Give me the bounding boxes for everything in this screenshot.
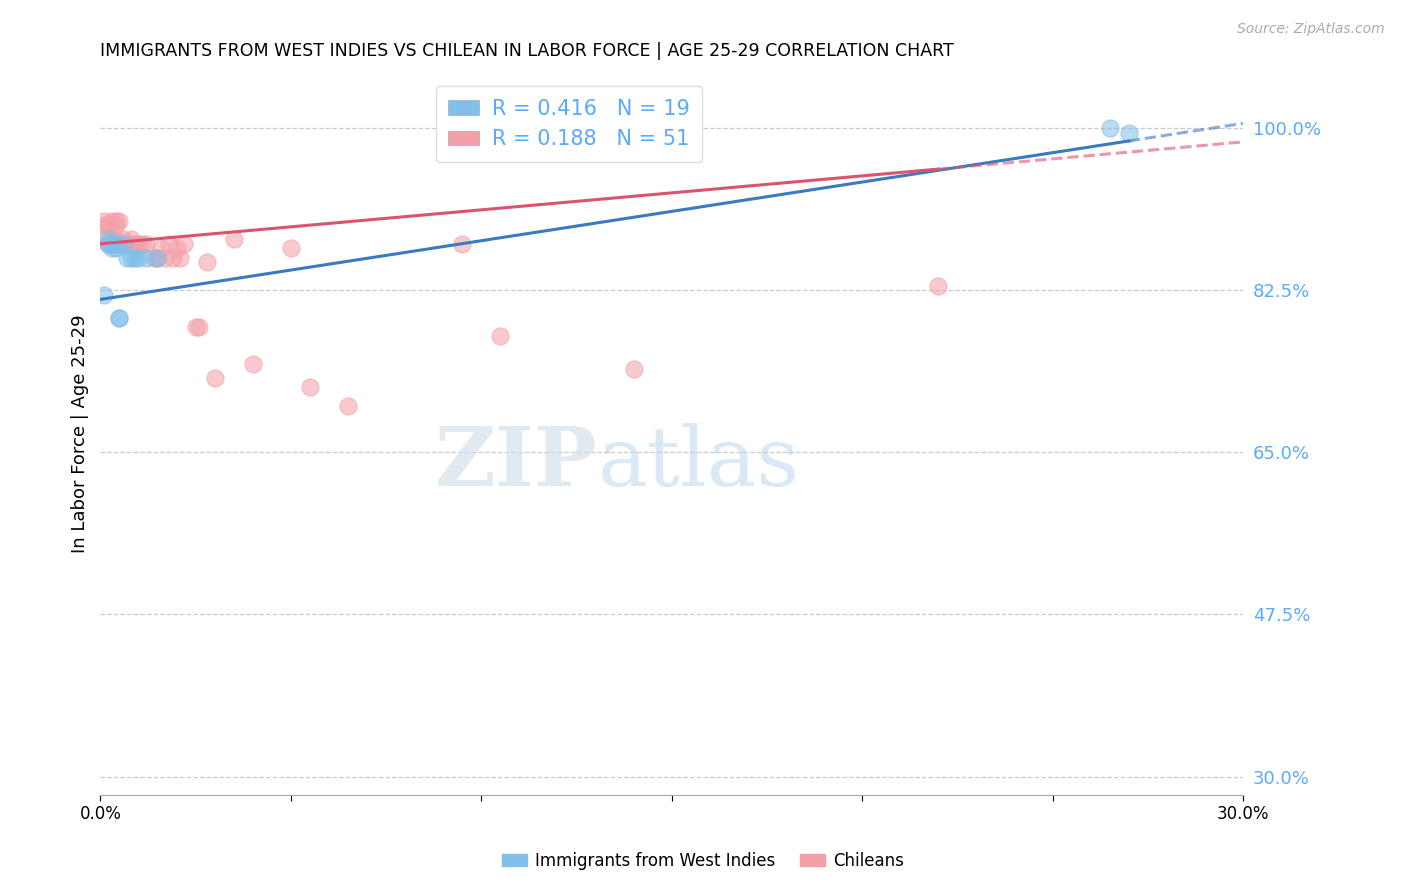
- Point: [1098, 121, 1121, 136]
- Point: [489, 329, 512, 343]
- Point: [135, 236, 157, 251]
- Point: [93, 219, 115, 233]
- Point: [1118, 126, 1140, 140]
- Text: atlas: atlas: [598, 423, 800, 503]
- Point: [101, 236, 124, 251]
- Point: [97, 219, 120, 233]
- Point: [93, 287, 115, 301]
- Point: [280, 242, 302, 256]
- Point: [101, 236, 124, 251]
- Point: [184, 320, 207, 334]
- Point: [451, 236, 474, 251]
- Point: [97, 236, 120, 251]
- Point: [101, 232, 124, 246]
- Legend: Immigrants from West Indies, Chileans: Immigrants from West Indies, Chileans: [495, 846, 911, 877]
- Point: [146, 251, 169, 265]
- Point: [146, 251, 169, 265]
- Point: [97, 236, 120, 251]
- Y-axis label: In Labor Force | Age 25-29: In Labor Force | Age 25-29: [72, 315, 89, 553]
- Point: [104, 219, 127, 233]
- Point: [115, 251, 138, 265]
- Point: [173, 236, 195, 251]
- Point: [120, 251, 142, 265]
- Legend: R = 0.416   N = 19, R = 0.188   N = 51: R = 0.416 N = 19, R = 0.188 N = 51: [436, 87, 702, 161]
- Point: [115, 236, 138, 251]
- Point: [169, 251, 191, 265]
- Point: [124, 236, 146, 251]
- Point: [108, 310, 131, 325]
- Point: [127, 236, 149, 251]
- Point: [112, 236, 135, 251]
- Point: [97, 219, 120, 233]
- Point: [120, 232, 142, 246]
- Point: [157, 236, 180, 251]
- Point: [120, 236, 142, 251]
- Point: [927, 278, 949, 293]
- Point: [104, 236, 127, 251]
- Text: IMMIGRANTS FROM WEST INDIES VS CHILEAN IN LABOR FORCE | AGE 25-29 CORRELATION CH: IMMIGRANTS FROM WEST INDIES VS CHILEAN I…: [100, 42, 955, 60]
- Point: [298, 380, 321, 394]
- Point: [188, 320, 211, 334]
- Point: [135, 251, 157, 265]
- Point: [623, 362, 645, 376]
- Point: [150, 242, 173, 256]
- Point: [115, 236, 138, 251]
- Point: [93, 232, 115, 246]
- Point: [104, 232, 127, 246]
- Point: [108, 236, 131, 251]
- Point: [101, 242, 124, 256]
- Point: [166, 242, 188, 256]
- Point: [108, 236, 131, 251]
- Point: [242, 357, 264, 371]
- Point: [142, 251, 165, 265]
- Point: [104, 236, 127, 251]
- Point: [97, 232, 120, 246]
- Point: [336, 399, 359, 413]
- Point: [222, 232, 245, 246]
- Point: [131, 236, 153, 251]
- Point: [124, 251, 146, 265]
- Point: [127, 251, 149, 265]
- Point: [108, 213, 131, 227]
- Point: [104, 242, 127, 256]
- Point: [93, 213, 115, 227]
- Point: [115, 236, 138, 251]
- Point: [104, 213, 127, 227]
- Text: ZIP: ZIP: [434, 423, 598, 503]
- Point: [162, 251, 184, 265]
- Point: [124, 242, 146, 256]
- Point: [204, 371, 226, 385]
- Point: [101, 236, 124, 251]
- Point: [101, 236, 124, 251]
- Text: Source: ZipAtlas.com: Source: ZipAtlas.com: [1237, 22, 1385, 37]
- Point: [112, 232, 135, 246]
- Point: [108, 310, 131, 325]
- Point: [153, 251, 176, 265]
- Point: [195, 255, 218, 269]
- Point: [101, 213, 124, 227]
- Point: [112, 236, 135, 251]
